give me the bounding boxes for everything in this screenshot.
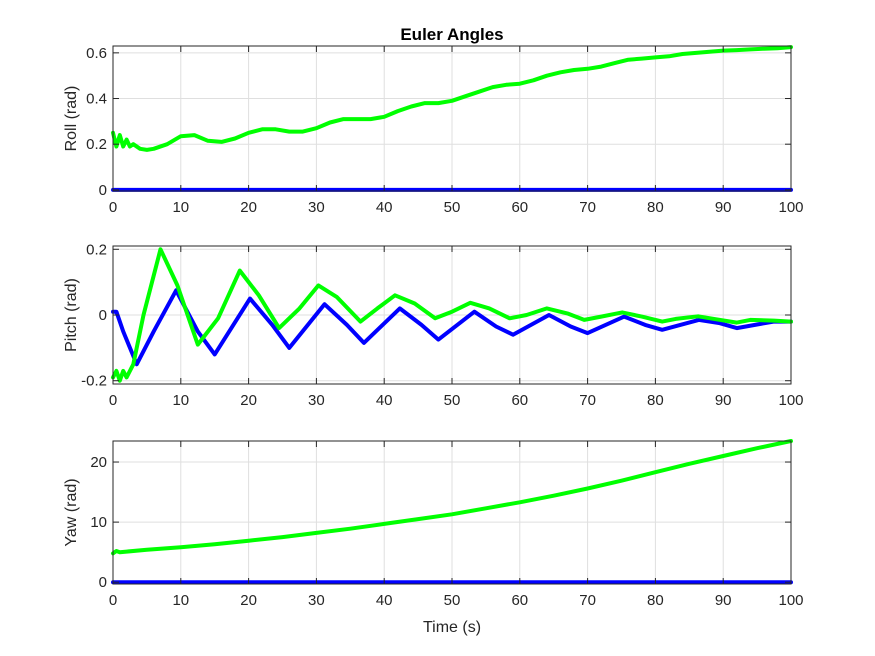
chart-title: Euler Angles: [400, 25, 503, 44]
pitch-y-tick-label: 0: [99, 307, 107, 324]
roll-x-tick-label: 20: [240, 199, 257, 216]
roll-x-tick-label: 0: [109, 199, 117, 216]
pitch-y-axis-label: Pitch (rad): [63, 278, 80, 352]
yaw-x-tick-label: 0: [109, 592, 117, 609]
roll-x-tick-label: 60: [511, 199, 528, 216]
pitch-y-tick-label: -0.2: [81, 373, 107, 390]
pitch-x-tick-label: 10: [172, 392, 189, 409]
yaw-y-tick-label: 0: [99, 574, 107, 591]
pitch-x-tick-label: 70: [579, 392, 596, 409]
roll-series-green-line: [111, 45, 793, 152]
yaw-x-tick-label: 60: [511, 592, 528, 609]
roll-x-tick-label: 90: [715, 199, 732, 216]
roll-x-tick-label: 80: [647, 199, 664, 216]
yaw-x-tick-label: 70: [579, 592, 596, 609]
roll-y-axis-label: Roll (rad): [63, 86, 80, 152]
pitch-x-tick-label: 80: [647, 392, 664, 409]
pitch-x-tick-label: 0: [109, 392, 117, 409]
roll-y-tick-label: 0.4: [86, 91, 107, 108]
pitch-x-tick-label: 90: [715, 392, 732, 409]
roll-x-tick-label: 50: [444, 199, 461, 216]
yaw-y-axis-label: Yaw (rad): [63, 478, 80, 546]
roll-x-tick-label: 40: [376, 199, 393, 216]
pitch-x-tick-label: 40: [376, 392, 393, 409]
roll-y-tick-label: 0.6: [86, 45, 107, 62]
yaw-x-tick-label: 20: [240, 592, 257, 609]
roll-x-tick-label: 100: [778, 199, 803, 216]
yaw-y-tick-label: 20: [90, 454, 107, 471]
roll-x-tick-label: 70: [579, 199, 596, 216]
yaw-axes: 0 10 20 30 40 50 60 70 80 90 100 0 10 20 Yaw (rad) Time…: [63, 439, 804, 636]
pitch-x-tick-label: 20: [240, 392, 257, 409]
pitch-x-tick-label: 30: [308, 392, 325, 409]
roll-x-tick-label: 10: [172, 199, 189, 216]
yaw-x-tick-label: 30: [308, 592, 325, 609]
roll-axes: 0 10 20 30 40 50 60 70 80 90 100 0 0.2 0.4 0.6 Roll (ra…: [63, 25, 804, 216]
roll-x-tick-label: 30: [308, 199, 325, 216]
yaw-x-tick-label: 100: [778, 592, 803, 609]
yaw-x-tick-label: 80: [647, 592, 664, 609]
pitch-x-tick-label: 100: [778, 392, 803, 409]
pitch-x-tick-label: 60: [511, 392, 528, 409]
pitch-series-green-line: [111, 247, 793, 383]
yaw-series-green-line: [111, 439, 793, 556]
yaw-x-axis-label: Time (s): [423, 619, 481, 636]
yaw-x-tick-label: 10: [172, 592, 189, 609]
pitch-y-tick-label: 0.2: [86, 241, 107, 258]
pitch-x-tick-label: 50: [444, 392, 461, 409]
pitch-series-blue-line: [111, 288, 793, 367]
yaw-y-tick-label: 10: [90, 514, 107, 531]
roll-y-tick-label: 0: [99, 182, 107, 199]
yaw-x-tick-label: 40: [376, 592, 393, 609]
yaw-x-tick-label: 90: [715, 592, 732, 609]
roll-y-tick-label: 0.2: [86, 136, 107, 153]
yaw-x-tick-label: 50: [444, 592, 461, 609]
